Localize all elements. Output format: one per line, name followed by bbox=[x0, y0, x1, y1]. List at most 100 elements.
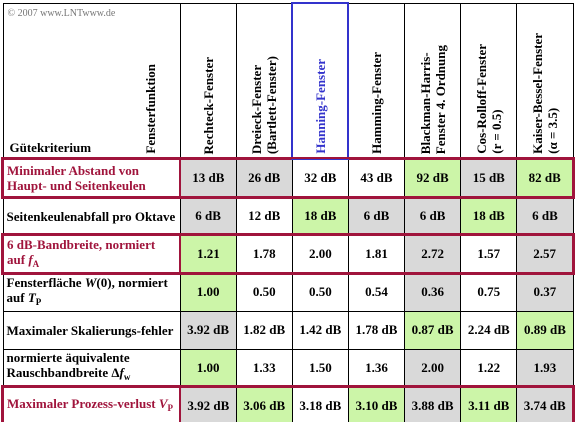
label-part: Minimaler Abstand von Haupt- und Seitenk… bbox=[7, 163, 146, 193]
column-title-line: (Bartlett-Fenster) bbox=[263, 55, 279, 154]
value-cell: 2.00 bbox=[291, 234, 349, 274]
value-cell: 1.00 bbox=[179, 272, 237, 312]
copyright: © 2007 www.LNTwww.de bbox=[7, 7, 116, 19]
label-part: Maximaler Skalierungs-fehler bbox=[6, 322, 174, 338]
value-cell: 2.24 dB bbox=[460, 310, 518, 350]
value-cell: 6 dB bbox=[179, 196, 237, 236]
value-cell: 0.50 bbox=[235, 272, 293, 312]
value-cell: 1.36 bbox=[347, 348, 406, 388]
label-part: W bbox=[84, 274, 97, 290]
column-header: Kaiser-Bessel-Fenster (α = 3.5) bbox=[516, 2, 574, 160]
value-cell: 15 dB bbox=[460, 158, 518, 198]
value-cell: 92 dB bbox=[404, 158, 462, 198]
column-title: Dreieck-Fenster (Bartlett-Fenster) bbox=[249, 56, 279, 154]
label-part: Fensterfläche bbox=[6, 274, 85, 290]
value-cell: 2.57 bbox=[516, 234, 575, 274]
value-cell: 1.78 bbox=[235, 234, 293, 274]
column-title-line: Rechteck-Fenster bbox=[200, 56, 216, 154]
value-cell: 3.18 dB bbox=[291, 386, 349, 422]
value-cell: 18 dB bbox=[291, 196, 349, 236]
value-cell: 6 dB bbox=[516, 196, 574, 236]
criterion-row: normierte äquivalente Rauschbandbreite Δ… bbox=[2, 348, 574, 388]
column-title-line: Blackman-Harris- bbox=[417, 52, 433, 154]
value-cell: 1.42 dB bbox=[291, 310, 349, 350]
value-cell: 1.78 dB bbox=[347, 310, 406, 350]
value-cell: 3.74 dB bbox=[516, 386, 575, 422]
value-cell: 1.81 bbox=[347, 234, 406, 274]
value-cell: 1.82 dB bbox=[235, 310, 293, 350]
value-cell: 1.50 bbox=[291, 348, 349, 388]
value-cell: 26 dB bbox=[235, 158, 293, 198]
label-part: (0), normiert auf bbox=[6, 274, 168, 305]
column-title: Hamming-Fenster bbox=[369, 52, 384, 154]
criterion-label: 6 dB-Bandbreite, normiert auf fA bbox=[2, 234, 181, 274]
value-cell: 12 dB bbox=[235, 196, 293, 236]
criterion-row: 6 dB-Bandbreite, normiert auf fA 1.21 1.78… bbox=[1, 233, 575, 275]
criterion-row: Maximaler Skalierungs-fehler 3.92 dB 1.82 … bbox=[2, 310, 574, 350]
value-cell: 3.06 dB bbox=[235, 386, 293, 422]
value-cell: 3.10 dB bbox=[347, 386, 406, 422]
column-title: Blackman-Harris- Fenster 4. Ordnung bbox=[418, 45, 448, 154]
column-header: Rechteck-Fenster bbox=[179, 2, 237, 160]
value-cell: 2.72 bbox=[404, 234, 462, 274]
column-header: Dreieck-Fenster (Bartlett-Fenster) bbox=[235, 2, 293, 160]
label-part: normierte äquivalente Rauschbandbreite Δ bbox=[6, 350, 130, 381]
value-cell: 2.00 bbox=[404, 348, 462, 388]
value-cell: 0.89 dB bbox=[516, 310, 574, 350]
value-cell: 3.92 dB bbox=[179, 386, 237, 422]
criterion-row: Fensterfläche W(0), normiert auf TP 1.00 0… bbox=[2, 272, 574, 312]
value-cell: 18 dB bbox=[460, 196, 518, 236]
corner-cell: © 2007 www.LNTwww.de Fensterfunktion Güt… bbox=[2, 2, 181, 160]
value-cell: 13 dB bbox=[179, 158, 237, 198]
label-part: A bbox=[32, 258, 40, 269]
criterion-label: Fensterfläche W(0), normiert auf TP bbox=[2, 272, 181, 312]
label-part: f bbox=[28, 251, 33, 267]
value-cell: 3.88 dB bbox=[404, 386, 462, 422]
column-title-line: (α = 3.5) bbox=[544, 107, 560, 154]
value-cell: 0.75 bbox=[460, 272, 518, 312]
column-title: Cos-Rolloff-Fenster (r = 0.5) bbox=[474, 44, 504, 154]
label-part: Maximaler Prozess-verlust bbox=[7, 396, 159, 411]
criterion-label: Minimaler Abstand von Haupt- und Seitenk… bbox=[2, 158, 181, 198]
label-part: w bbox=[123, 372, 131, 383]
criterion-label: Seitenkeulenabfall pro Oktave bbox=[2, 196, 181, 236]
column-heading: Fensterfunktion bbox=[142, 64, 158, 154]
value-cell: 1.22 bbox=[460, 348, 518, 388]
value-cell: 1.93 bbox=[516, 348, 574, 388]
column-header: Blackman-Harris- Fenster 4. Ordnung bbox=[404, 2, 462, 160]
label-part: P bbox=[167, 403, 174, 413]
value-cell: 1.21 bbox=[179, 234, 237, 274]
value-cell: 3.92 dB bbox=[179, 310, 237, 350]
column-title-line: Cos-Rolloff-Fenster bbox=[473, 44, 489, 154]
column-header: Hanning-Fenster bbox=[291, 2, 350, 160]
criterion-label: Maximaler Prozess-verlust VP bbox=[2, 386, 181, 422]
column-title-line: Dreieck-Fenster bbox=[248, 64, 264, 154]
value-cell: 0.87 dB bbox=[404, 310, 462, 350]
value-cell: 0.37 bbox=[516, 272, 574, 312]
column-title-line: Kaiser-Bessel-Fenster bbox=[529, 33, 545, 154]
value-cell: 1.57 bbox=[460, 234, 518, 274]
column-title: Hanning-Fenster bbox=[313, 59, 328, 154]
value-cell: 0.54 bbox=[347, 272, 406, 312]
value-cell: 1.00 bbox=[179, 348, 237, 388]
column-header: Hamming-Fenster bbox=[347, 2, 406, 160]
value-cell: 43 dB bbox=[347, 158, 406, 198]
value-cell: 82 dB bbox=[516, 158, 575, 198]
value-cell: 0.50 bbox=[291, 272, 349, 312]
value-cell: 1.33 bbox=[235, 348, 293, 388]
column-title: Rechteck-Fenster bbox=[201, 57, 216, 154]
label-part: 6 dB-Bandbreite, normiert auf bbox=[7, 236, 156, 267]
row-heading: Gütekriterium bbox=[9, 140, 92, 155]
column-title-line: Hamming-Fenster bbox=[369, 52, 385, 154]
value-cell: 6 dB bbox=[404, 196, 462, 236]
value-cell: 3.11 dB bbox=[460, 386, 518, 422]
header-row: © 2007 www.LNTwww.de Fensterfunktion Güt… bbox=[2, 2, 574, 160]
criterion-row: Minimaler Abstand von Haupt- und Seitenk… bbox=[1, 157, 575, 199]
label-part: P bbox=[35, 296, 42, 307]
value-cell: 32 dB bbox=[291, 158, 349, 198]
criterion-label: Maximaler Skalierungs-fehler bbox=[2, 310, 181, 350]
column-title: Kaiser-Bessel-Fenster (α = 3.5) bbox=[530, 33, 560, 154]
label-part: V bbox=[158, 396, 168, 411]
column-title-line: (r = 0.5) bbox=[488, 109, 504, 154]
